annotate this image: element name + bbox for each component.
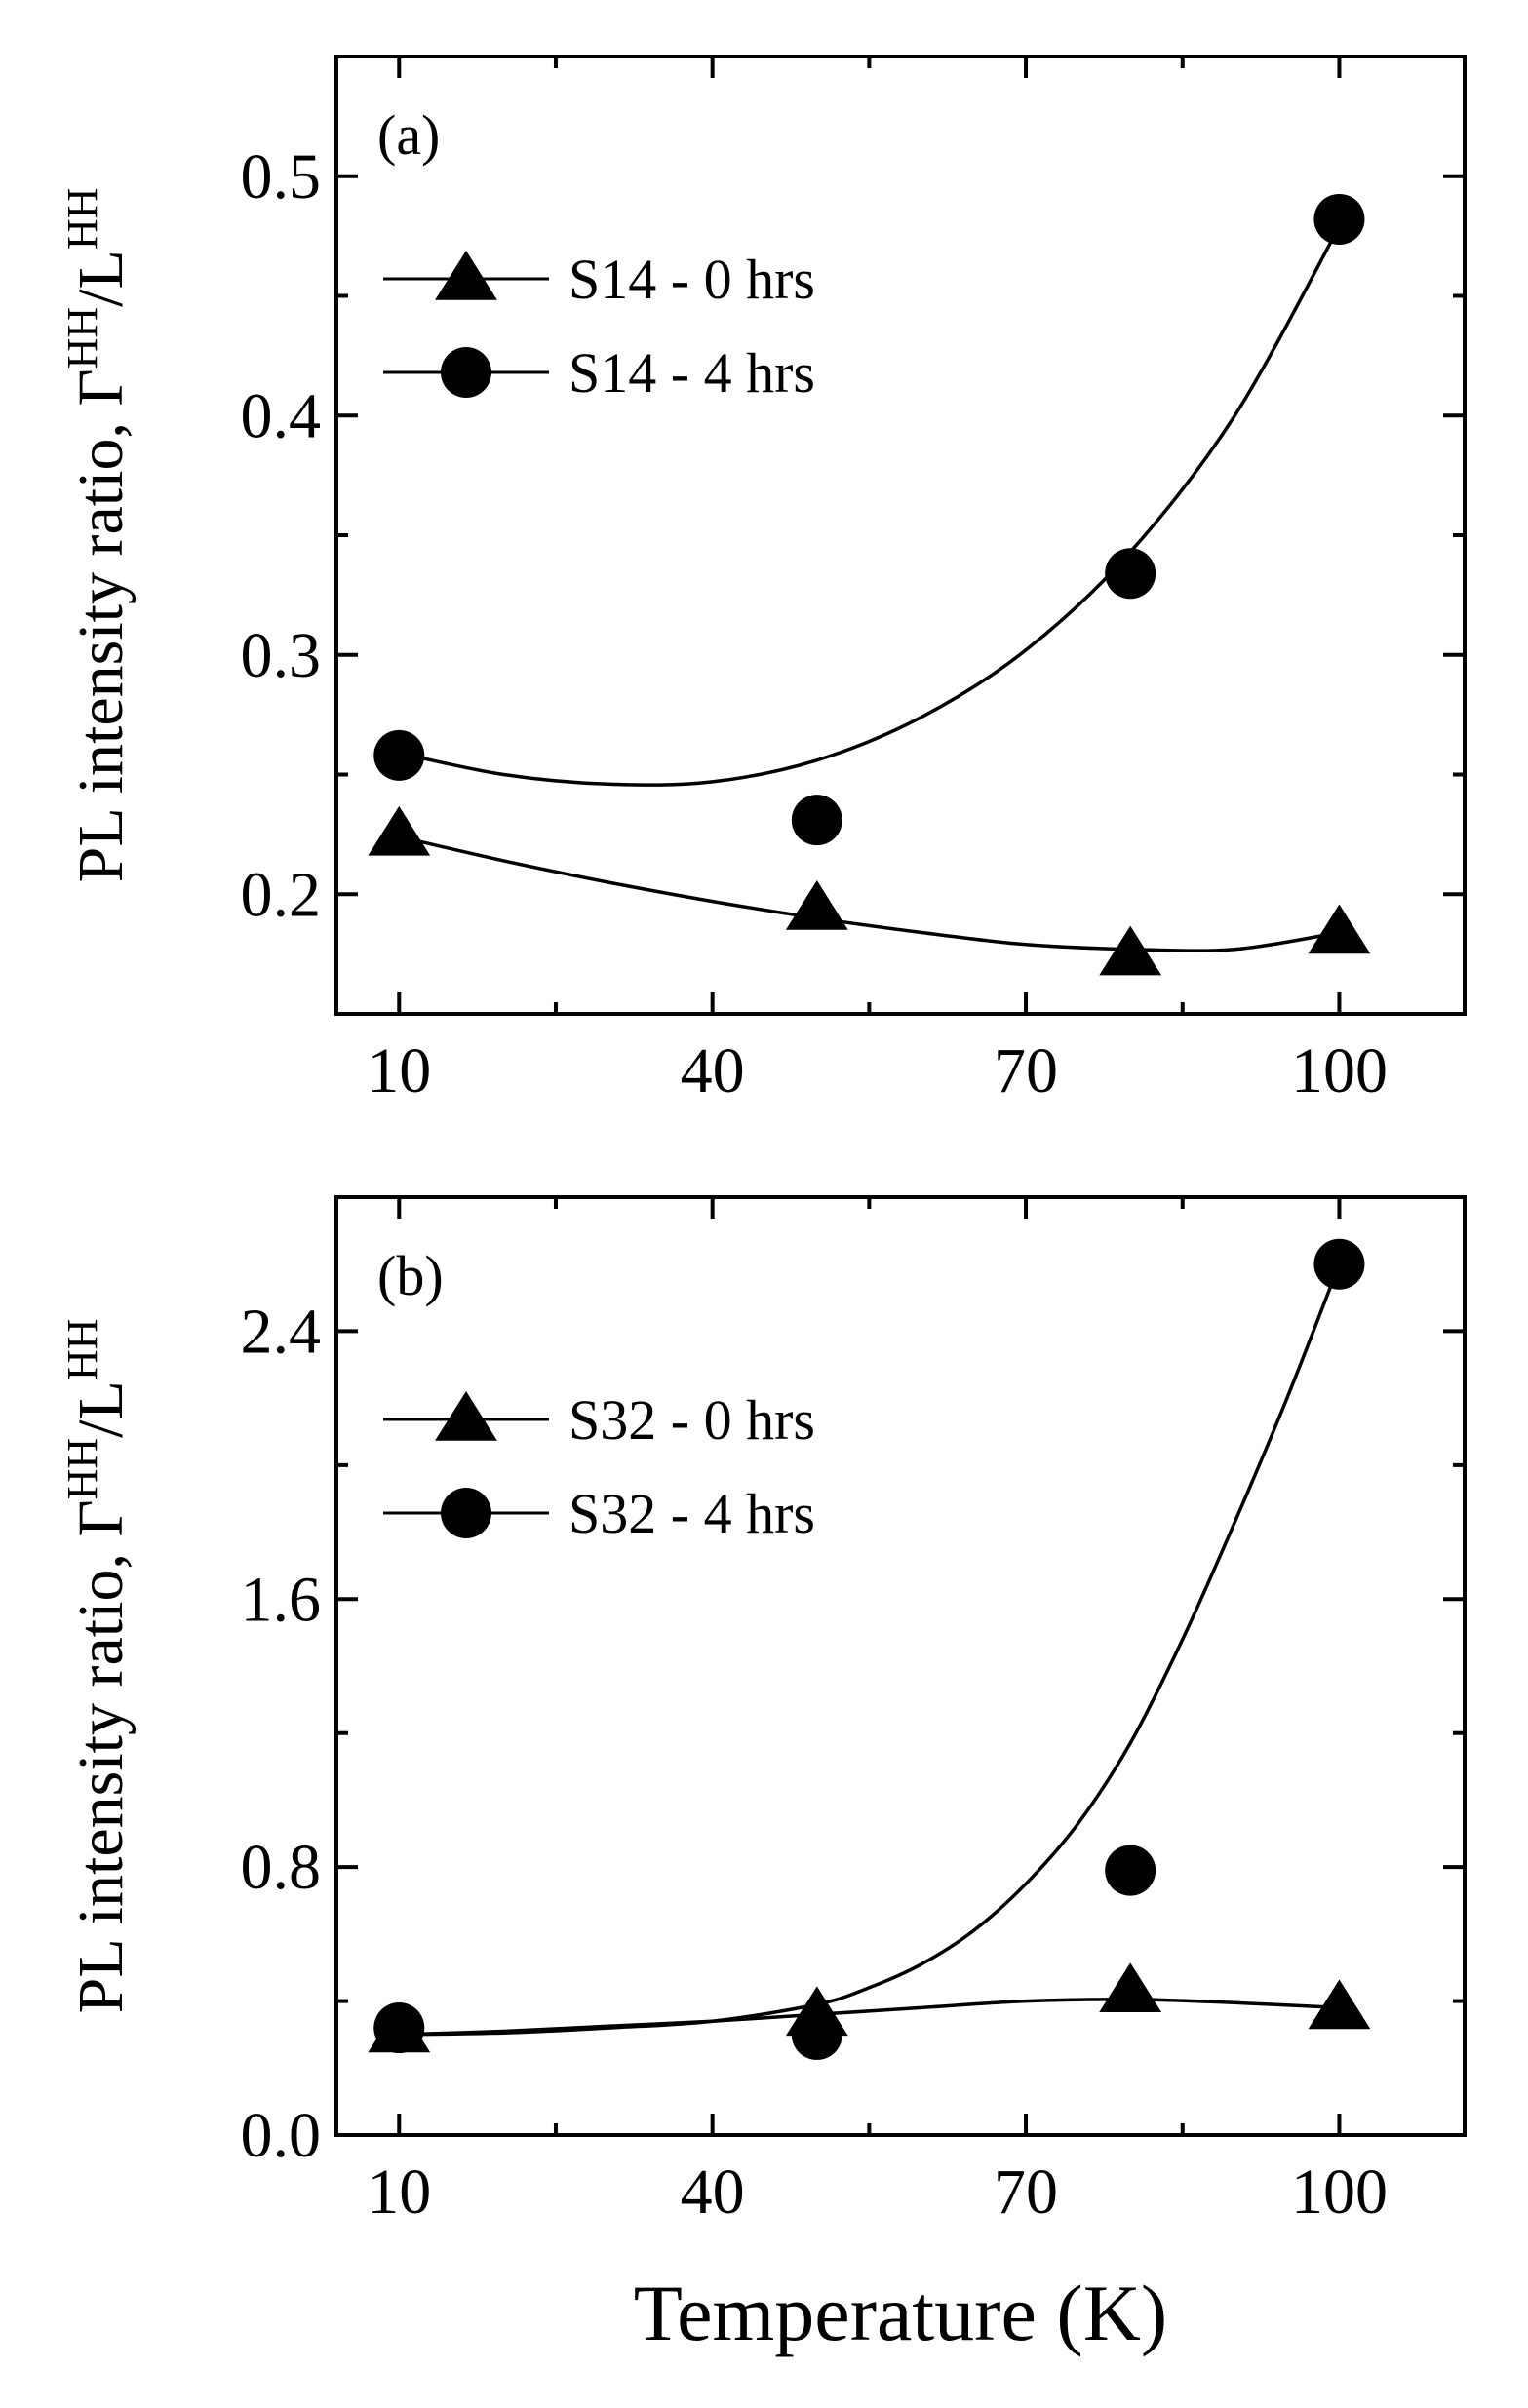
data-point-s14-0-hrs bbox=[1099, 925, 1162, 976]
x-tick-label-a-10: 10 bbox=[367, 1035, 431, 1107]
y-axis-title-a-sup2: HH bbox=[59, 188, 106, 251]
y-tick-label-a-0-2: 0.2 bbox=[241, 859, 322, 930]
legend-marker-shape-s14-4-hrs bbox=[441, 347, 491, 398]
y-tick-label-b-0-0: 0.0 bbox=[241, 2100, 322, 2171]
x-tick-label-b-100: 100 bbox=[1291, 2156, 1388, 2228]
legend-label-s32-0hrs: S32 - 0 hrs bbox=[568, 1388, 815, 1452]
x-tick-label-b-70: 70 bbox=[994, 2156, 1058, 2228]
legend-label-s14-0hrs: S14 - 0 hrs bbox=[568, 248, 815, 311]
fit-curve-s32-4-hrs bbox=[399, 1263, 1342, 2037]
y-axis-title-a-sup1: HH bbox=[59, 307, 106, 369]
y-axis-title-b-sup1: HH bbox=[59, 1438, 106, 1500]
data-point-s32-4-hrs bbox=[373, 2002, 425, 2054]
y-tick-label-b-2-4: 2.4 bbox=[241, 1296, 322, 1367]
legend-marker-s14-4hrs bbox=[441, 347, 491, 398]
fit-curve-s32-0-hrs bbox=[399, 1998, 1340, 2037]
data-point-s32-0-hrs bbox=[1308, 1979, 1371, 2030]
y-axis-title-a-text: PL intensity ratio, Γ bbox=[65, 369, 137, 882]
data-point-s32-4-hrs bbox=[1313, 1238, 1365, 1290]
legend-marker-shape-s32-4-hrs bbox=[441, 1488, 491, 1538]
data-point-s14-4-hrs bbox=[373, 729, 425, 781]
data-point-s14-4-hrs bbox=[1313, 193, 1365, 245]
y-axis-title-a-sep: /L bbox=[65, 250, 137, 307]
y-tick-label-a-0-5: 0.5 bbox=[241, 141, 322, 213]
data-point-s32-0-hrs bbox=[1099, 1962, 1162, 2013]
data-point-s32-4-hrs bbox=[791, 2008, 842, 2060]
x-tick-label-a-100: 100 bbox=[1291, 1035, 1388, 1107]
data-point-s14-4-hrs bbox=[1105, 548, 1156, 600]
x-tick-label-a-40: 40 bbox=[681, 1035, 745, 1107]
data-points-a bbox=[368, 193, 1371, 976]
x-axis-title: Temperature (K) bbox=[634, 2269, 1167, 2357]
data-point-s14-0-hrs bbox=[368, 805, 431, 856]
x-tick-label-a-70: 70 bbox=[994, 1035, 1058, 1107]
legend-marker-s32-4hrs bbox=[441, 1488, 491, 1538]
legend-marker-s14-0hrs bbox=[435, 251, 497, 300]
fit-curve-s14-4-hrs bbox=[398, 225, 1341, 787]
data-point-s32-4-hrs bbox=[1105, 1845, 1156, 1896]
legend-marker-shape-s14-0-hrs bbox=[435, 251, 497, 300]
x-tick-label-b-40: 40 bbox=[681, 2156, 745, 2228]
legend-b: S32 - 0 hrs S32 - 4 hrs bbox=[383, 1388, 815, 1545]
y-axis-title-a: PL intensity ratio, ΓHH/LHH bbox=[59, 188, 137, 883]
plot-frame-b bbox=[334, 1195, 1467, 2137]
y-axis-title-b: PL intensity ratio, ΓHH/LHH bbox=[59, 1319, 137, 2014]
panel-a: 10 40 70 100 0.2 0.3 0.4 0.5 (a) S14 - 0 hrs S1… bbox=[59, 55, 1467, 1107]
panel-label-a: (a) bbox=[377, 103, 440, 167]
data-point-s14-4-hrs bbox=[791, 795, 842, 846]
x-tick-label-b-10: 10 bbox=[367, 2156, 431, 2228]
legend-label-s14-4hrs: S14 - 4 hrs bbox=[568, 341, 815, 405]
ticks-b: 10 40 70 100 0.0 0.8 1.6 2.4 bbox=[241, 1195, 1465, 2228]
panel-b: 10 40 70 100 0.0 0.8 1.6 2.4 (b) S32 - 0 hrs S3… bbox=[59, 1195, 1467, 2357]
panel-label-b: (b) bbox=[377, 1244, 444, 1307]
y-axis-title-b-sup2: HH bbox=[59, 1319, 106, 1381]
legend-marker-shape-s32-0-hrs bbox=[435, 1391, 497, 1441]
y-tick-label-b-1-6: 1.6 bbox=[241, 1564, 322, 1635]
y-tick-label-b-0-8: 0.8 bbox=[241, 1832, 322, 1903]
y-tick-label-a-0-4: 0.4 bbox=[241, 380, 322, 451]
y-axis-title-b-sep: /L bbox=[65, 1380, 137, 1438]
legend-a: S14 - 0 hrs S14 - 4 hrs bbox=[383, 248, 815, 405]
fit-curves-b bbox=[399, 1263, 1342, 2037]
data-point-s14-0-hrs bbox=[1308, 904, 1371, 954]
data-points-b bbox=[368, 1238, 1371, 2060]
y-axis-title-b-text: PL intensity ratio, Γ bbox=[65, 1499, 137, 2013]
legend-label-s32-4hrs: S32 - 4 hrs bbox=[568, 1482, 815, 1545]
y-tick-label-a-0-3: 0.3 bbox=[241, 620, 322, 691]
ticks-a: 10 40 70 100 0.2 0.3 0.4 0.5 bbox=[241, 55, 1465, 1107]
fit-curves-a bbox=[398, 225, 1341, 952]
legend-marker-s32-0hrs bbox=[435, 1391, 497, 1441]
fit-curve-s14-0-hrs bbox=[398, 835, 1340, 952]
data-point-s14-0-hrs bbox=[785, 879, 848, 930]
